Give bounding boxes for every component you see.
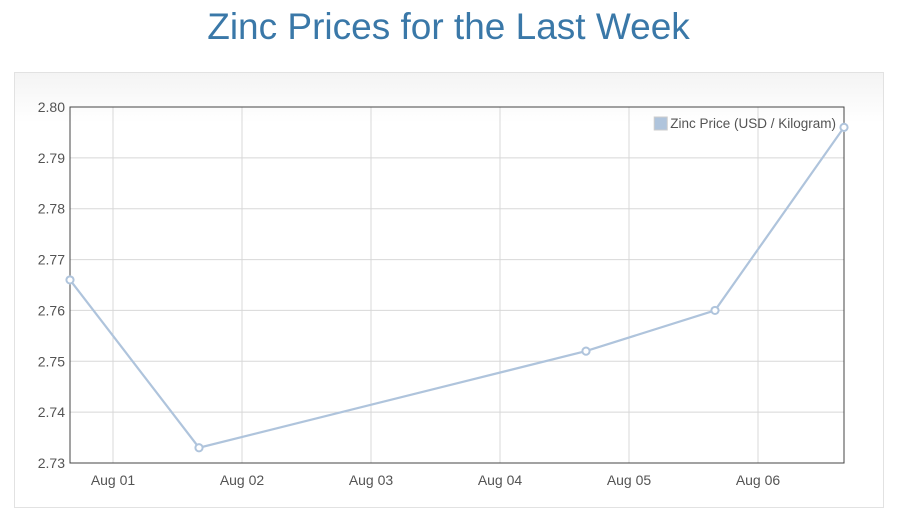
chart-panel: 2.73 2.74 2.75 2.76 2.77 2.78 2.79 2.80 Aug 01 A… [14, 72, 884, 508]
y-tick-label: 2.74 [38, 404, 65, 420]
y-tick-label: 2.73 [38, 455, 65, 471]
line-chart: 2.732.742.752.762.772.782.792.80 Aug 01 A… [38, 99, 849, 488]
x-tick-label: Aug 03 [349, 472, 394, 488]
x-tick-label: Aug 02 [220, 472, 265, 488]
y-gridlines [70, 106, 844, 464]
zinc-price-series-line [69, 126, 845, 449]
legend-label: Zinc Price (USD / Kilogram) [670, 116, 836, 131]
x-tick-label: Aug 01 [91, 472, 136, 488]
x-gridlines [112, 107, 759, 463]
x-tick-label: Aug 05 [607, 472, 652, 488]
data-point [839, 122, 849, 132]
y-tick-label: 2.76 [38, 302, 65, 318]
x-tick-label: Aug 06 [736, 472, 781, 488]
y-tick-label: 2.75 [38, 353, 65, 369]
legend: Zinc Price (USD / Kilogram) [653, 116, 836, 131]
legend-swatch [653, 116, 668, 131]
y-axis-labels: 2.73 2.74 2.75 2.76 2.77 2.78 2.79 2.80 [38, 99, 65, 471]
plot-frame [69, 106, 845, 464]
y-tick-label: 2.78 [38, 201, 65, 217]
zinc-price-series-points [65, 122, 849, 453]
y-tick-label: 2.79 [38, 150, 65, 166]
data-point [710, 305, 720, 316]
data-point [65, 275, 75, 285]
data-point [581, 346, 591, 356]
data-point [194, 443, 204, 453]
x-axis-labels: Aug 01 Aug 02 Aug 03 Aug 04 Aug 05 Aug 06 [91, 472, 781, 488]
page-title: Zinc Prices for the Last Week [207, 6, 690, 47]
y-tick-label: 2.77 [38, 252, 65, 268]
x-tick-label: Aug 04 [478, 472, 523, 488]
y-tick-label: 2.80 [38, 99, 65, 115]
